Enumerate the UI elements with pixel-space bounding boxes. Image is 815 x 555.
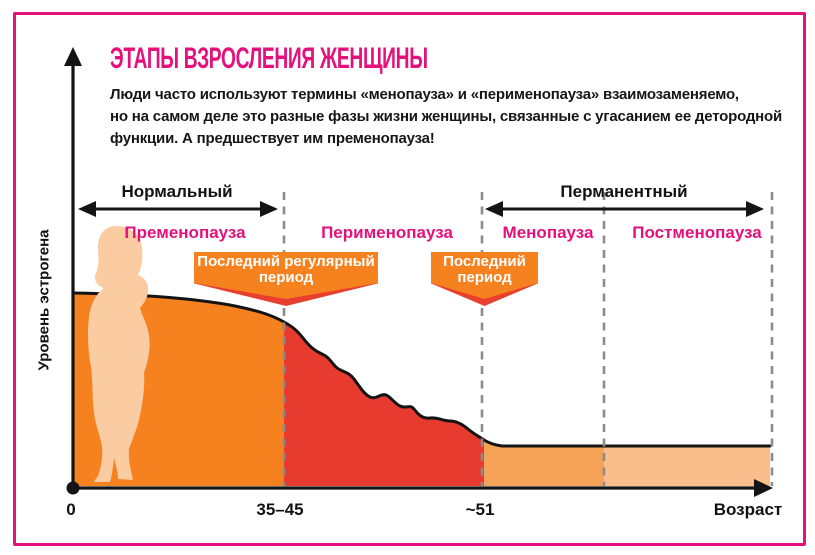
menopause-area [484, 440, 604, 486]
callout-last-regular-period: Последний регулярный период [194, 252, 378, 306]
callout-text: Последний регулярный период [197, 253, 375, 286]
callout-last-period: Последний период [431, 252, 538, 306]
x-axis-arrowhead-icon [754, 479, 773, 497]
postmenopause-area [604, 446, 770, 486]
range-label-permanent: Перманентный [560, 182, 688, 201]
intro-line: Люди часто используют термины «менопауза… [110, 86, 739, 103]
intro-line: функции. А предшествует им пременопауза! [110, 130, 435, 147]
callout-text: Последний период [443, 253, 526, 286]
origin-dot [66, 481, 80, 495]
frame-border [13, 12, 806, 546]
permanent-range-arrow [485, 201, 764, 217]
phase-label-premenopause: Пременопауза [124, 223, 246, 242]
phase-label-menopause: Менопауза [502, 223, 594, 242]
phase-label-perimenopause: Перименопауза [321, 223, 453, 242]
range-label-normal: Нормальный [121, 182, 233, 201]
page-title: ЭТАПЫ ВЗРОСЛЕНИЯ ЖЕНЩИНЫ [110, 42, 428, 75]
x-tick-35-45: 35–45 [256, 500, 304, 519]
x-tick-0: 0 [66, 500, 76, 519]
perimenopause-area [284, 322, 484, 486]
woman-silhouette-image [87, 225, 150, 482]
intro-paragraph: Люди часто используют термины «менопауза… [110, 84, 782, 150]
intro-line: но на самом деле это разные фазы жизни ж… [110, 108, 782, 125]
y-axis-label: Уровень эстрогена [35, 229, 53, 371]
estrogen-curve [71, 291, 772, 448]
x-tick-51: ~51 [465, 500, 495, 519]
phase-label-postmenopause: Постменопауза [632, 223, 762, 242]
normal-range-arrow [78, 201, 278, 217]
y-axis-arrowhead-icon [64, 47, 82, 66]
x-axis-label: Возраст [713, 500, 783, 519]
